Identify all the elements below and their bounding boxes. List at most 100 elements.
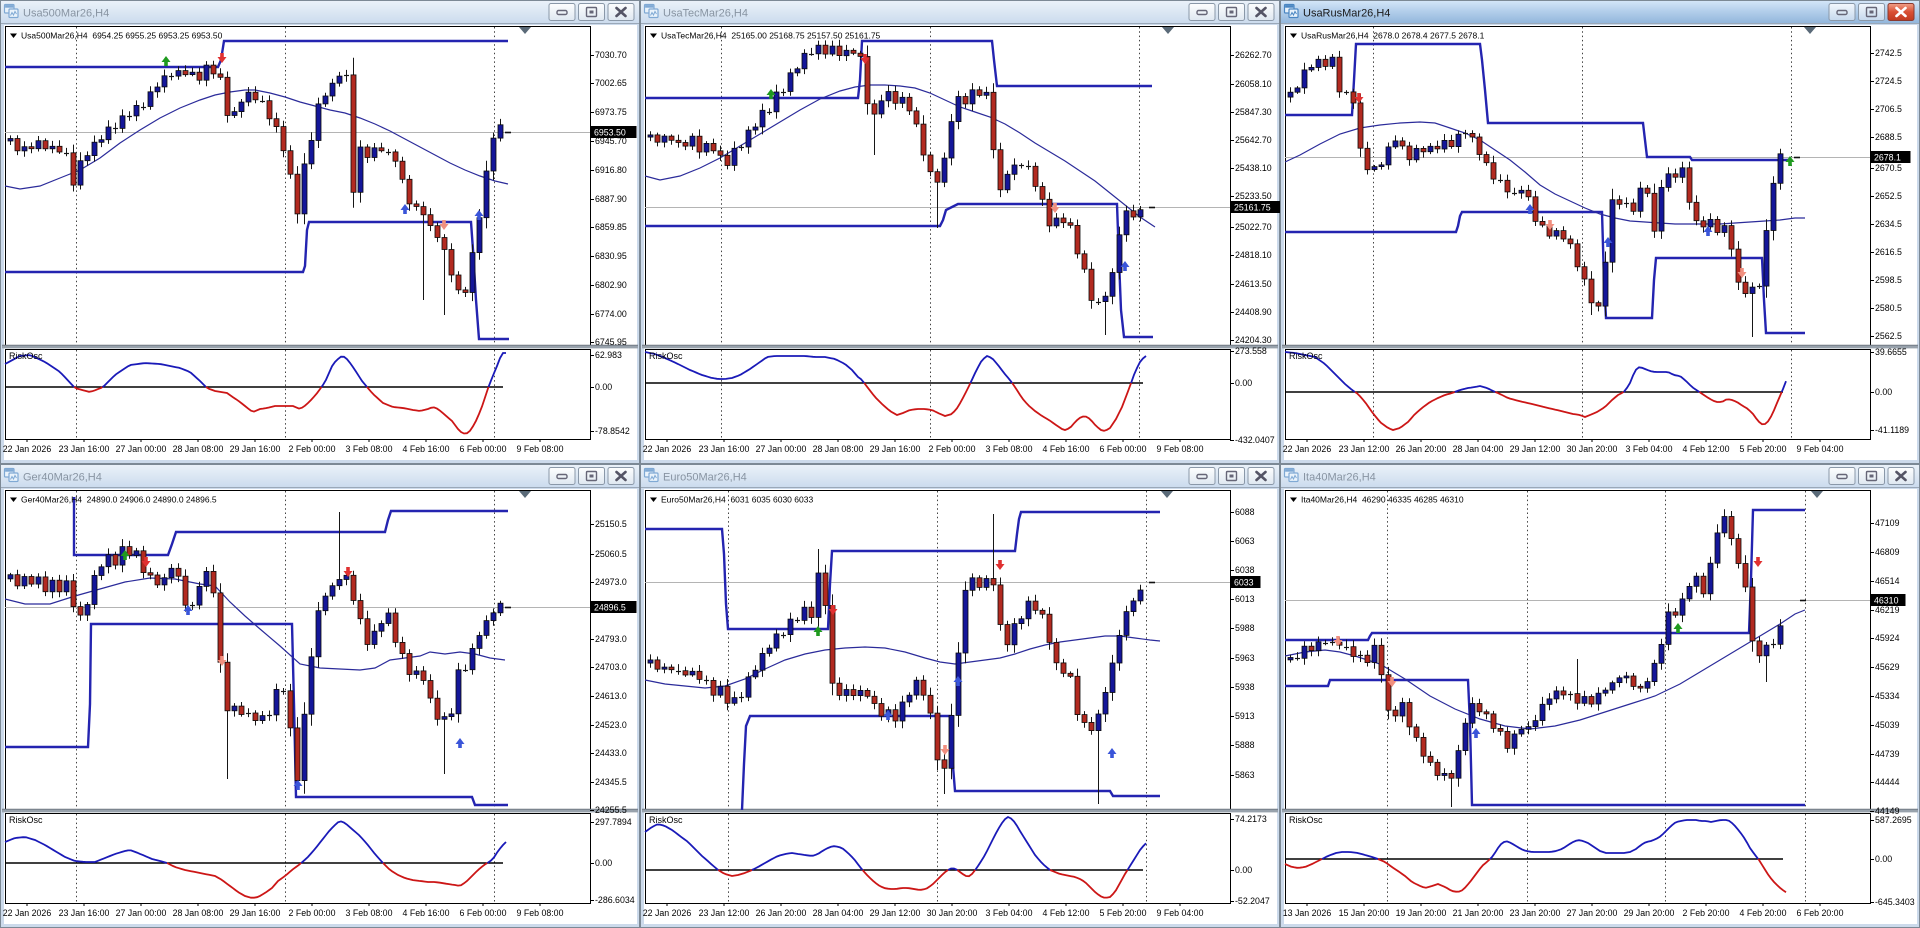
svg-text:13 Jan 2026: 13 Jan 2026 xyxy=(1283,908,1332,918)
svg-text:24613.0: 24613.0 xyxy=(595,691,627,701)
svg-text:29 Jan 16:00: 29 Jan 16:00 xyxy=(870,444,921,454)
svg-text:45334: 45334 xyxy=(1875,691,1900,701)
svg-text:6973.75: 6973.75 xyxy=(595,107,627,117)
svg-text:6 Feb 20:00: 6 Feb 20:00 xyxy=(1797,908,1844,918)
svg-text:6 Feb 00:00: 6 Feb 00:00 xyxy=(460,908,507,918)
svg-text:4 Feb 20:00: 4 Feb 20:00 xyxy=(1740,908,1787,918)
svg-text:2 Feb 00:00: 2 Feb 00:00 xyxy=(289,908,336,918)
svg-text:2580.5: 2580.5 xyxy=(1875,303,1902,313)
svg-text:6 Feb 00:00: 6 Feb 00:00 xyxy=(1100,444,1147,454)
svg-text:6013: 6013 xyxy=(1235,594,1255,604)
svg-text:0.00: 0.00 xyxy=(595,858,612,868)
svg-text:27 Jan 00:00: 27 Jan 00:00 xyxy=(116,908,167,918)
svg-text:2616.5: 2616.5 xyxy=(1875,247,1902,257)
svg-text:29 Jan 12:00: 29 Jan 12:00 xyxy=(870,908,921,918)
svg-text:2670.5: 2670.5 xyxy=(1875,163,1902,173)
svg-text:5 Feb 20:00: 5 Feb 20:00 xyxy=(1740,444,1787,454)
svg-text:26058.10: 26058.10 xyxy=(1235,79,1272,89)
svg-text:7002.65: 7002.65 xyxy=(595,78,627,88)
svg-text:24896.5: 24896.5 xyxy=(594,603,626,613)
svg-text:UsaRusMar26,H4 2678.0 2678.4: UsaRusMar26,H4 2678.0 2678.4 2677.5 2678… xyxy=(1301,31,1485,41)
svg-text:0.00: 0.00 xyxy=(1235,378,1252,388)
svg-text:4 Feb 12:00: 4 Feb 12:00 xyxy=(1683,444,1730,454)
svg-text:6745.95: 6745.95 xyxy=(595,337,627,347)
svg-text:RiskOsc: RiskOsc xyxy=(9,815,43,825)
svg-text:23 Jan 16:00: 23 Jan 16:00 xyxy=(699,444,750,454)
svg-text:23 Jan 16:00: 23 Jan 16:00 xyxy=(59,444,110,454)
svg-text:46809: 46809 xyxy=(1875,547,1900,557)
svg-text:24204.30: 24204.30 xyxy=(1235,335,1272,345)
svg-text:6038: 6038 xyxy=(1235,565,1255,575)
svg-text:25642.70: 25642.70 xyxy=(1235,135,1272,145)
svg-text:25150.5: 25150.5 xyxy=(595,519,627,529)
svg-text:46514: 46514 xyxy=(1875,576,1900,586)
svg-text:6088: 6088 xyxy=(1235,507,1255,517)
svg-text:6774.00: 6774.00 xyxy=(595,309,627,319)
svg-text:45039: 45039 xyxy=(1875,720,1900,730)
svg-text:RiskOsc: RiskOsc xyxy=(649,351,683,361)
svg-text:44739: 44739 xyxy=(1875,749,1900,759)
svg-text:4 Feb 16:00: 4 Feb 16:00 xyxy=(403,444,450,454)
svg-text:RiskOsc: RiskOsc xyxy=(9,351,43,361)
svg-text:4 Feb 16:00: 4 Feb 16:00 xyxy=(1043,444,1090,454)
svg-text:273.558: 273.558 xyxy=(1235,346,1267,356)
svg-text:9 Feb 08:00: 9 Feb 08:00 xyxy=(517,908,564,918)
svg-text:46310: 46310 xyxy=(1874,596,1899,606)
svg-text:15 Jan 20:00: 15 Jan 20:00 xyxy=(1339,908,1390,918)
svg-text:28 Jan 04:00: 28 Jan 04:00 xyxy=(813,908,864,918)
svg-text:Ger40Mar26,H4: Ger40Mar26,H4 xyxy=(23,472,102,484)
svg-text:-41.1189: -41.1189 xyxy=(1875,425,1909,435)
svg-text:6033: 6033 xyxy=(1234,578,1254,588)
svg-text:30 Jan 20:00: 30 Jan 20:00 xyxy=(927,908,978,918)
svg-text:2598.5: 2598.5 xyxy=(1875,275,1902,285)
svg-text:5863: 5863 xyxy=(1235,770,1255,780)
svg-text:25022.70: 25022.70 xyxy=(1235,222,1272,232)
svg-text:UsaTecMar26,H4: UsaTecMar26,H4 xyxy=(663,8,748,20)
svg-text:0.00: 0.00 xyxy=(1875,387,1892,397)
svg-text:5988: 5988 xyxy=(1235,623,1255,633)
svg-text:Euro50Mar26,H4 6031 6035 6030: Euro50Mar26,H4 6031 6035 6030 6033 xyxy=(661,495,813,505)
svg-text:Usa500Mar26,H4: Usa500Mar26,H4 xyxy=(23,8,109,20)
svg-text:0.00: 0.00 xyxy=(595,382,612,392)
svg-text:-286.6034: -286.6034 xyxy=(595,895,635,905)
svg-text:7030.70: 7030.70 xyxy=(595,50,627,60)
svg-text:587.2695: 587.2695 xyxy=(1875,815,1912,825)
svg-text:25233.50: 25233.50 xyxy=(1235,191,1272,201)
svg-text:-432.0407: -432.0407 xyxy=(1235,435,1275,445)
svg-text:23 Jan 20:00: 23 Jan 20:00 xyxy=(1510,908,1561,918)
svg-text:5963: 5963 xyxy=(1235,653,1255,663)
svg-text:UsaTecMar26,H4 25165.00 25168: UsaTecMar26,H4 25165.00 25168.75 25157.5… xyxy=(661,31,881,41)
svg-text:Usa500Mar26,H4 6954.25 6955.2: Usa500Mar26,H4 6954.25 6955.25 6953.25 6… xyxy=(21,31,223,41)
svg-text:24973.0: 24973.0 xyxy=(595,577,627,587)
svg-text:3 Feb 04:00: 3 Feb 04:00 xyxy=(1626,444,1673,454)
svg-text:22 Jan 2026: 22 Jan 2026 xyxy=(643,444,692,454)
svg-text:24523.0: 24523.0 xyxy=(595,720,627,730)
svg-text:5 Feb 20:00: 5 Feb 20:00 xyxy=(1100,908,1147,918)
svg-text:45924: 45924 xyxy=(1875,633,1900,643)
svg-text:46219: 46219 xyxy=(1875,605,1900,615)
svg-text:6830.95: 6830.95 xyxy=(595,251,627,261)
svg-text:6063: 6063 xyxy=(1235,536,1255,546)
svg-text:RiskOsc: RiskOsc xyxy=(649,815,683,825)
svg-text:19 Jan 20:00: 19 Jan 20:00 xyxy=(1396,908,1447,918)
svg-text:27 Jan 00:00: 27 Jan 00:00 xyxy=(116,444,167,454)
svg-text:3 Feb 04:00: 3 Feb 04:00 xyxy=(986,908,1033,918)
svg-text:6 Feb 00:00: 6 Feb 00:00 xyxy=(460,444,507,454)
svg-text:22 Jan 2026: 22 Jan 2026 xyxy=(1283,444,1332,454)
svg-text:39.6655: 39.6655 xyxy=(1875,347,1907,357)
svg-text:6802.90: 6802.90 xyxy=(595,280,627,290)
svg-text:26 Jan 20:00: 26 Jan 20:00 xyxy=(756,908,807,918)
svg-text:3 Feb 08:00: 3 Feb 08:00 xyxy=(986,444,1033,454)
svg-text:44149: 44149 xyxy=(1875,806,1900,816)
svg-text:23 Jan 12:00: 23 Jan 12:00 xyxy=(699,908,750,918)
svg-text:6887.90: 6887.90 xyxy=(595,194,627,204)
svg-text:-78.8542: -78.8542 xyxy=(595,426,630,436)
svg-text:23 Jan 16:00: 23 Jan 16:00 xyxy=(59,908,110,918)
svg-text:22 Jan 2026: 22 Jan 2026 xyxy=(643,908,692,918)
svg-text:44444: 44444 xyxy=(1875,777,1900,787)
svg-text:22 Jan 2026: 22 Jan 2026 xyxy=(3,908,52,918)
svg-text:29 Jan 16:00: 29 Jan 16:00 xyxy=(230,908,281,918)
svg-text:2634.5: 2634.5 xyxy=(1875,219,1902,229)
svg-text:2562.5: 2562.5 xyxy=(1875,331,1902,341)
svg-text:-645.3403: -645.3403 xyxy=(1875,897,1915,907)
